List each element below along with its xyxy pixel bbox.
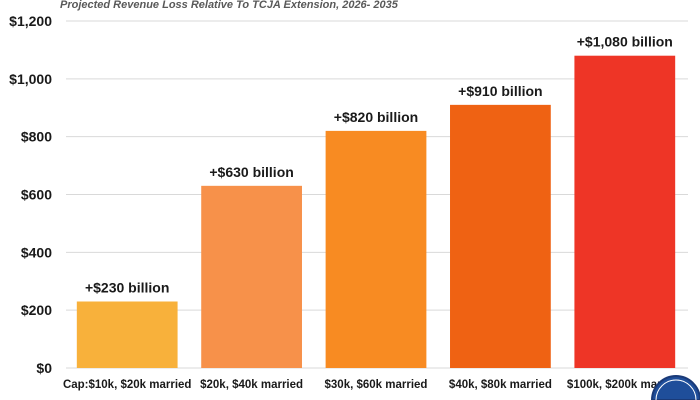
x-tick-label: $30k, $60k married [325, 379, 428, 391]
data-labels: +$230 billion +$630 billion +$820 billion +… [85, 34, 673, 296]
x-tick-label: $100k, $200k married [567, 379, 683, 391]
bar [574, 55, 676, 368]
bars [76, 55, 676, 368]
y-tick-label: $200 [21, 302, 52, 318]
data-label: +$1,080 billion [577, 34, 673, 50]
y-tick-label: $800 [21, 129, 52, 145]
bar [325, 130, 427, 368]
data-label: +$230 billion [85, 279, 169, 295]
data-label: +$630 billion [209, 164, 293, 180]
x-tick-label: $40k, $80k married [449, 379, 552, 391]
logo-ring-icon [655, 379, 697, 400]
chart-title: Projected Revenue Loss Relative To TCJA … [60, 0, 399, 11]
data-label: +$910 billion [458, 83, 542, 99]
logo [650, 375, 700, 400]
y-tick-label: $600 [21, 187, 52, 203]
data-label: +$820 billion [334, 109, 418, 125]
x-axis-ticks: Cap:$10k, $20k married $20k, $40k married… [63, 379, 683, 391]
y-tick-label: $0 [36, 360, 52, 376]
y-axis-ticks: $0 $200 $400 $600 $800 $1,000 $1,200 [9, 13, 52, 376]
x-tick-label: $20k, $40k married [200, 379, 303, 391]
logo-icon [650, 375, 700, 400]
y-tick-label: $400 [21, 244, 52, 260]
y-tick-label: $1,000 [9, 71, 52, 87]
bar [450, 104, 551, 368]
bar [76, 301, 178, 368]
bar [201, 185, 302, 368]
y-tick-label: $1,200 [9, 13, 52, 29]
x-tick-label: Cap:$10k, $20k married [63, 379, 192, 391]
